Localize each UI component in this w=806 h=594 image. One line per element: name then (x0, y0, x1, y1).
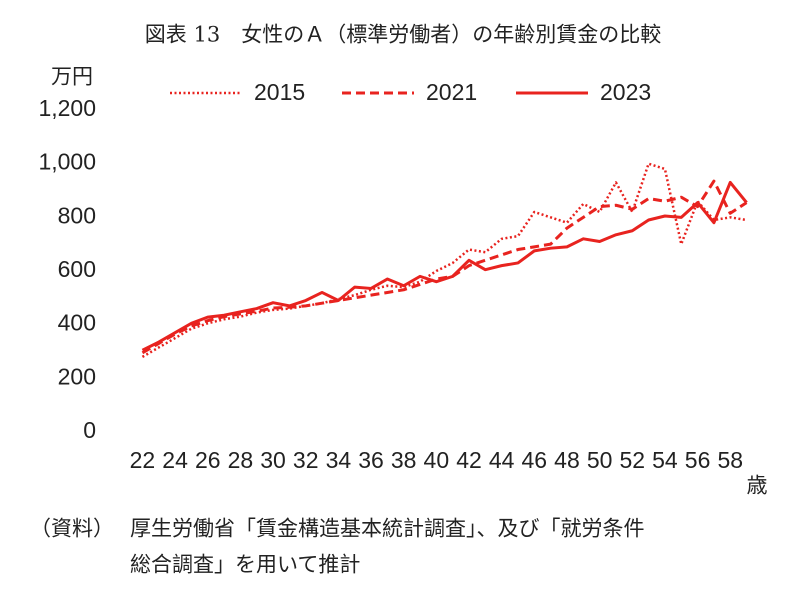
legend-label: 2023 (600, 79, 651, 105)
y-tick-label: 1,200 (38, 95, 96, 121)
x-tick-label: 30 (260, 447, 286, 473)
x-tick-label: 44 (489, 447, 515, 473)
y-tick-label: 1,000 (38, 149, 96, 175)
x-tick-label: 54 (652, 447, 678, 473)
x-tick-label: 58 (717, 447, 743, 473)
note-label: （資料） (30, 517, 114, 541)
x-tick-label: 36 (358, 447, 384, 473)
x-tick-label: 38 (391, 447, 417, 473)
y-tick-label: 200 (58, 363, 96, 389)
y-tick-label: 600 (58, 256, 96, 282)
x-unit: 歳 (747, 474, 768, 498)
x-tick-label: 50 (587, 447, 613, 473)
x-tick-label: 34 (326, 447, 352, 473)
series-line (141, 162, 747, 358)
y-tick-label: 0 (83, 417, 96, 443)
note-line: 総合調査」を用いて推計 (130, 553, 360, 577)
x-tick-label: 28 (228, 447, 254, 473)
x-tick-label: 40 (424, 447, 450, 473)
x-tick-label: 42 (456, 447, 482, 473)
x-tick-label: 22 (130, 447, 156, 473)
x-tick-label: 24 (162, 447, 188, 473)
x-tick-label: 26 (195, 447, 221, 473)
series-line (141, 180, 748, 352)
chart-title: 図表 13 女性のＡ（標準労働者）の年齢別賃金の比較 (145, 23, 661, 47)
x-tick-label: 52 (619, 447, 645, 473)
y-unit: 万円 (51, 65, 93, 89)
legend-label: 2021 (426, 79, 477, 105)
x-tick-label: 46 (522, 447, 548, 473)
legend-label: 2015 (254, 79, 305, 105)
note-line: 厚生労働省「賃金構造基本統計調査」、及び「就労条件 (130, 517, 645, 541)
y-tick-label: 800 (58, 202, 96, 228)
x-tick-label: 56 (685, 447, 711, 473)
x-tick-label: 48 (554, 447, 580, 473)
y-tick-label: 400 (58, 310, 96, 336)
x-tick-label: 32 (293, 447, 319, 473)
